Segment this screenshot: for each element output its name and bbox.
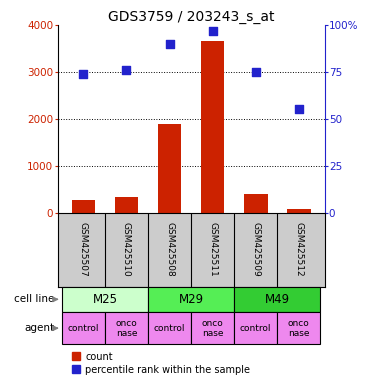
Bar [234, 286, 320, 312]
Bar [148, 312, 191, 344]
Bar [105, 312, 148, 344]
Text: control: control [240, 324, 272, 333]
Text: GSM425509: GSM425509 [251, 222, 260, 277]
Point [210, 28, 216, 34]
Title: GDS3759 / 203243_s_at: GDS3759 / 203243_s_at [108, 10, 274, 24]
Bar [115, 197, 138, 213]
Bar [191, 312, 234, 344]
Text: M49: M49 [265, 293, 290, 306]
Bar [158, 124, 181, 213]
Point [124, 67, 129, 73]
Text: GSM425510: GSM425510 [122, 222, 131, 277]
Bar [244, 194, 267, 213]
Text: GSM425507: GSM425507 [79, 222, 88, 277]
Point [253, 69, 259, 75]
Bar [287, 209, 311, 213]
Bar [201, 41, 224, 213]
Text: GSM425511: GSM425511 [208, 222, 217, 277]
Bar [62, 286, 148, 312]
Bar [234, 312, 277, 344]
Text: onco
nase: onco nase [288, 319, 310, 338]
Bar [72, 200, 95, 213]
Text: control: control [68, 324, 99, 333]
Text: onco
nase: onco nase [202, 319, 223, 338]
Text: GSM425512: GSM425512 [294, 222, 303, 277]
Text: control: control [154, 324, 185, 333]
Text: agent: agent [25, 323, 55, 333]
Text: M29: M29 [178, 293, 204, 306]
Bar [62, 312, 105, 344]
Bar [277, 312, 320, 344]
Point [81, 71, 86, 77]
Text: GSM425508: GSM425508 [165, 222, 174, 277]
Point [167, 41, 173, 47]
Text: onco
nase: onco nase [115, 319, 137, 338]
Bar [148, 286, 234, 312]
Point [296, 106, 302, 113]
Text: M25: M25 [92, 293, 117, 306]
Legend: count, percentile rank within the sample: count, percentile rank within the sample [68, 348, 254, 379]
Text: cell line: cell line [14, 295, 55, 305]
